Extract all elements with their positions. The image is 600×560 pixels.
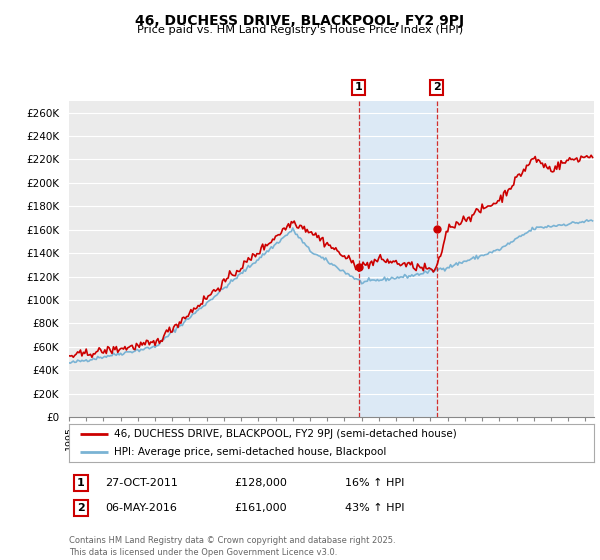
Text: 46, DUCHESS DRIVE, BLACKPOOL, FY2 9PJ: 46, DUCHESS DRIVE, BLACKPOOL, FY2 9PJ [136,14,464,28]
Text: HPI: Average price, semi-detached house, Blackpool: HPI: Average price, semi-detached house,… [113,447,386,457]
Bar [359,101,436,417]
Text: 2: 2 [77,503,85,513]
Text: 43% ↑ HPI: 43% ↑ HPI [345,503,404,513]
Text: £161,000: £161,000 [234,503,287,513]
Text: 1: 1 [355,82,362,92]
Text: 2: 2 [433,82,440,92]
Text: Price paid vs. HM Land Registry's House Price Index (HPI): Price paid vs. HM Land Registry's House … [137,25,463,35]
Text: Contains HM Land Registry data © Crown copyright and database right 2025.
This d: Contains HM Land Registry data © Crown c… [69,536,395,557]
Text: 1: 1 [77,478,85,488]
Text: 16% ↑ HPI: 16% ↑ HPI [345,478,404,488]
Text: 06-MAY-2016: 06-MAY-2016 [105,503,177,513]
Text: £128,000: £128,000 [234,478,287,488]
Text: 46, DUCHESS DRIVE, BLACKPOOL, FY2 9PJ (semi-detached house): 46, DUCHESS DRIVE, BLACKPOOL, FY2 9PJ (s… [113,429,457,439]
Text: 27-OCT-2011: 27-OCT-2011 [105,478,178,488]
